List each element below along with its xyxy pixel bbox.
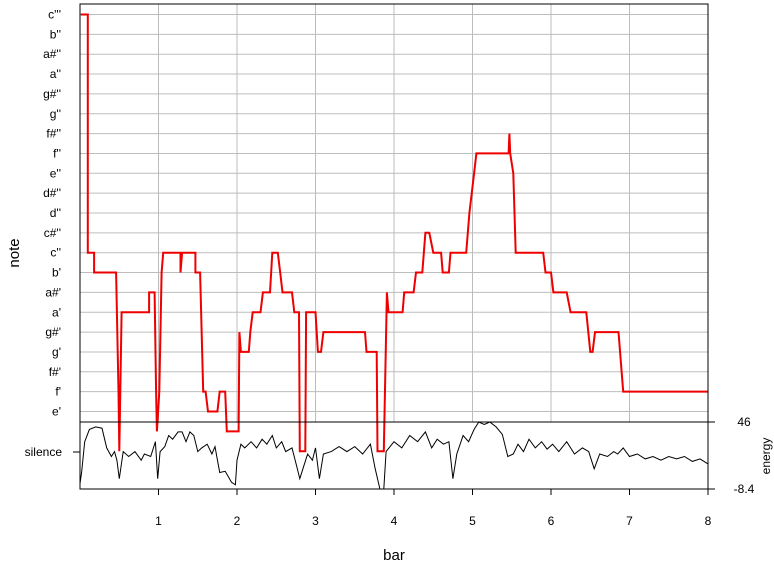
- x-tick-label: 1: [155, 514, 162, 528]
- y-tick-label: d'': [50, 206, 61, 220]
- y-tick-label: a#'': [43, 47, 61, 61]
- y-tick-label: b'': [50, 27, 61, 41]
- x-tick-label: 3: [312, 514, 319, 528]
- y-tick-label: a'': [50, 67, 61, 81]
- energy-line: [79, 421, 709, 490]
- x-tick-label: 4: [391, 514, 398, 528]
- axes: e' f' f#' g' g#' a' a#' b' c'' c#'' d'' d#'' e'' f'' f…: [43, 3, 755, 528]
- grid-lines: [80, 4, 709, 422]
- energy-axis-title: energy: [759, 438, 773, 475]
- y-tick-label: f'': [53, 146, 61, 160]
- y-tick-label: f#': [49, 365, 61, 379]
- y-tick-label: c'': [50, 246, 61, 260]
- y-tick-label: d#'': [43, 186, 61, 200]
- y-tick-label: f': [55, 385, 61, 399]
- energy-panel: [79, 421, 709, 490]
- y-tick-label: a#': [45, 285, 61, 299]
- energy-tick-label: 46: [737, 415, 751, 429]
- x-axis-title: bar: [383, 547, 405, 564]
- y-tick-label: e': [52, 405, 61, 419]
- x-tick-label: 6: [548, 514, 555, 528]
- y-tick-label: g'': [50, 107, 61, 121]
- energy-tick-label: -8.4: [734, 482, 755, 496]
- y-tick-label: a': [52, 305, 61, 319]
- plot-frame: [79, 3, 709, 490]
- silence-label: silence: [25, 445, 63, 459]
- y-tick-label: b': [52, 266, 61, 280]
- y-tick-label: g#'': [43, 87, 61, 101]
- x-tick-label: 7: [626, 514, 633, 528]
- pitch-line: [80, 13, 708, 453]
- x-tick-label: 2: [234, 514, 241, 528]
- x-tick-label: 8: [705, 514, 712, 528]
- y-tick-label: f#'': [46, 127, 61, 141]
- y-tick-label: e'': [50, 166, 61, 180]
- y-tick-label: g#': [45, 325, 61, 339]
- y-tick-label: c#'': [44, 226, 61, 240]
- y-axis-title: note: [6, 238, 23, 267]
- y-tick-label: g': [52, 345, 61, 359]
- pitch-panel: [80, 13, 708, 453]
- x-tick-label: 5: [469, 514, 476, 528]
- y-tick-label: c''': [48, 8, 61, 22]
